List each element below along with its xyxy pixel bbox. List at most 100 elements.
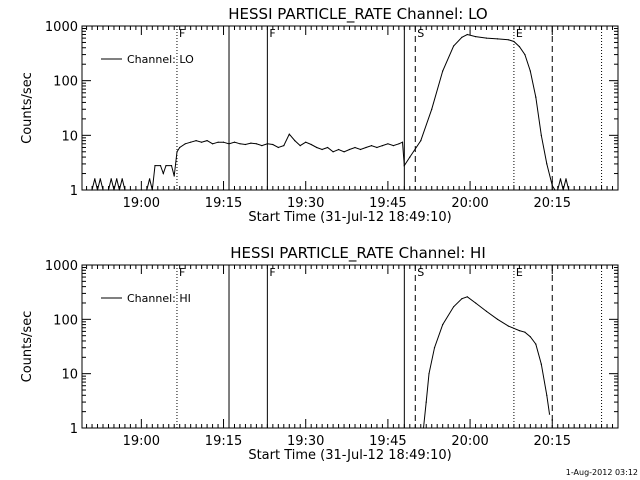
data-point [154,165,156,167]
chart-title: HESSI PARTICLE_RATE Channel: HI [230,244,486,263]
data-point [401,141,404,143]
y-tick-label: 10 [61,368,78,383]
data-point [294,140,296,142]
plot-frame [81,264,619,429]
data-point [409,156,411,158]
data-point [425,401,427,403]
data-point [524,331,526,333]
data-point [554,189,556,191]
data-point [546,163,548,165]
x-tick-label: 19:30 [287,434,324,449]
data-point [420,140,422,142]
data-point [398,143,400,145]
data-point [305,141,307,143]
x-tick-label: 19:15 [205,434,242,449]
x-tick-label: 19:00 [123,434,160,449]
data-point [496,318,499,320]
data-point [261,145,263,147]
data-point [431,108,433,110]
data-point [255,143,257,145]
data-point [513,40,515,43]
data-point [485,37,488,39]
data-point [461,36,463,38]
data-point [332,151,334,153]
data-point [110,178,112,180]
data-point [551,185,553,187]
data-point [159,165,162,167]
data-point [529,336,531,338]
data-point [518,46,521,48]
data-point [343,151,345,153]
data-point [475,302,477,304]
x-axis-label: Start Time (31-Jul-12 18:49:10) [248,210,451,225]
data-point [568,189,570,191]
data-point [546,394,548,396]
data-point [529,70,531,72]
event-marker-label: S [417,27,424,40]
legend-entry: Channel: HI [127,292,191,305]
data-point [540,134,542,136]
y-axis-label: Counts/sec [20,311,35,383]
y-tick-label: 1000 [45,20,78,35]
data-point [135,189,137,191]
data-point [118,189,120,191]
data-point [453,306,455,308]
data-point [277,146,279,149]
x-tick-label: 20:00 [451,196,488,211]
chart-title: HESSI PARTICLE_RATE Channel: LO [228,5,487,24]
data-point [266,143,268,145]
data-point [129,189,131,191]
y-tick-label: 10 [61,129,78,144]
data-point [442,70,444,72]
data-point [239,143,241,145]
data-point [149,178,151,180]
data-point [140,189,142,191]
data-point [475,36,477,38]
data-point [190,141,192,143]
data-point [365,146,367,149]
data-point [162,172,164,175]
data-point [338,148,340,151]
data-point [428,373,430,375]
x-tick-label: 19:15 [205,196,242,211]
y-tick-label: 1 [70,422,78,437]
data-point [496,38,499,40]
data-point [299,145,301,147]
data-point [540,363,542,365]
data-point [316,146,318,149]
data-point [387,143,389,145]
data-point [381,145,383,147]
data-point [507,39,509,41]
event-marker-label: F [269,266,275,279]
data-point [466,296,468,298]
data-point [179,146,181,149]
data-point [548,413,551,415]
data-point [433,347,436,349]
x-tick-label: 20:15 [534,434,571,449]
series-line [423,296,550,429]
data-point [113,189,115,191]
data-point [535,96,537,98]
data-point [283,145,285,147]
event-marker-label: S [417,266,424,279]
data-point [116,178,118,180]
data-point [327,146,329,149]
data-point [321,148,323,151]
data-point [461,298,463,300]
data-point [212,143,214,145]
event-marker-label: F [179,27,185,40]
x-tick-label: 19:45 [369,196,406,211]
data-point [535,343,537,345]
data-point [288,133,290,135]
y-axis-label: Counts/sec [20,72,35,144]
data-point [403,165,405,167]
data-point [146,189,148,191]
data-point [376,146,378,149]
data-point [222,141,225,143]
data-point [170,165,173,167]
x-tick-label: 20:15 [534,196,571,211]
x-tick-label: 19:45 [369,434,406,449]
data-point [310,143,312,146]
data-point [107,189,110,191]
